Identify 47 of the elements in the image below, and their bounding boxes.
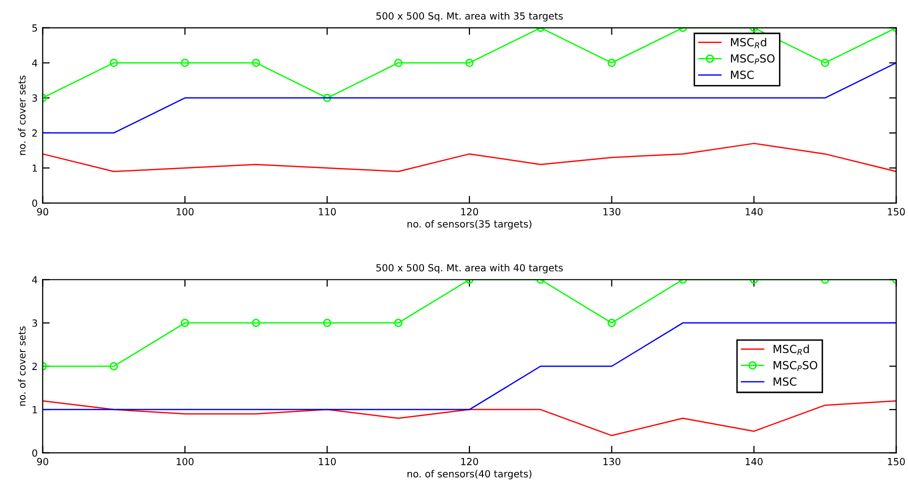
x-tick-label: 100	[176, 458, 194, 466]
y-tick-label: 3	[32, 319, 38, 327]
y-tick-label: 1	[32, 164, 37, 172]
x-tick-label: 100	[176, 208, 194, 216]
y-tick-label: 3	[32, 94, 38, 102]
x-tick-label: 120	[461, 458, 478, 466]
chart-title: 500 x 500 Sq. Mt. area with 40 targets	[376, 264, 563, 274]
y-tick-label: 1	[32, 406, 37, 414]
x-axis-title: no. of sensors(35 targets)	[408, 220, 532, 230]
x-tick-label: 140	[746, 458, 763, 466]
legend-label: MSC	[774, 377, 796, 386]
y-tick-label: 2	[32, 129, 37, 137]
x-tick-label: 110	[318, 208, 336, 216]
x-tick-label: 150	[888, 208, 905, 216]
point	[820, 58, 830, 68]
point	[180, 58, 190, 68]
legend-label: MSC$_{R}$d	[730, 38, 766, 48]
x-tick-label: 90	[37, 458, 48, 466]
x-tick-label: 90	[37, 208, 48, 216]
x-tick-label: 130	[603, 208, 620, 216]
y-tick-label: 4	[32, 59, 38, 67]
x-tick-label: 120	[461, 208, 478, 216]
legend-label: MSC$_{P}$SO	[730, 54, 775, 64]
legend-label: MSC$_{R}$d	[774, 344, 809, 355]
point	[608, 58, 616, 68]
y-tick-label: 4	[32, 276, 38, 284]
x-tick-label: 140	[746, 208, 763, 216]
x-axis-title: no. of sensors(40 targets)	[408, 470, 532, 480]
point	[465, 58, 474, 68]
point	[252, 58, 260, 68]
legend-label: MSC$_{P}$SO	[774, 360, 818, 372]
line-series	[42, 142, 896, 172]
y-axis-title: no. of cover sets	[18, 326, 26, 406]
y-tick-label: 2	[32, 362, 37, 370]
point	[323, 94, 332, 102]
legend-label: MSC	[730, 70, 754, 80]
x-tick-label: 130	[603, 458, 620, 466]
y-axis-title: no. of cover sets	[18, 76, 26, 155]
x-tick-label: 150	[888, 458, 905, 466]
x-tick-label: 110	[318, 458, 336, 466]
y-tick-label: 0	[32, 449, 38, 457]
y-tick-label: 0	[32, 199, 38, 207]
line-series	[42, 400, 896, 436]
point	[394, 58, 402, 68]
y-tick-label: 5	[32, 24, 37, 32]
point	[110, 58, 118, 68]
chart-title: 500 x 500 Sq. Mt. area with 35 targets	[376, 12, 563, 22]
